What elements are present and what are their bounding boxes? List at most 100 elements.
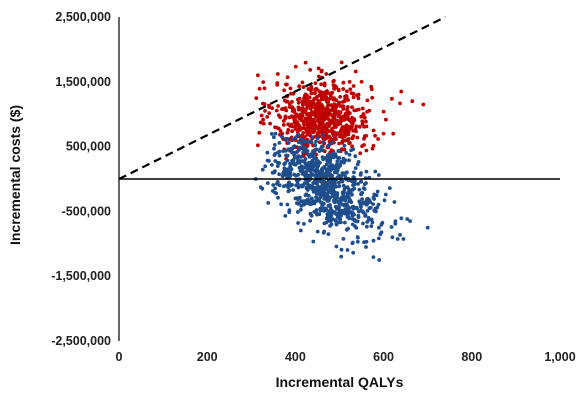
- scatter-point: [353, 166, 358, 171]
- scatter-point: [298, 195, 302, 200]
- scatter-point: [324, 72, 329, 76]
- scatter-point: [344, 123, 349, 128]
- scatter-point: [337, 184, 342, 189]
- scatter-point: [371, 195, 376, 200]
- scatter-point: [301, 106, 305, 111]
- scatter-point: [296, 185, 301, 190]
- scatter-point: [340, 160, 344, 164]
- scatter-point: [333, 181, 337, 185]
- scatter-point: [324, 95, 329, 99]
- scatter-point: [301, 85, 306, 89]
- scatter-point: [330, 127, 334, 131]
- scatter-point: [306, 184, 311, 189]
- scatter-point: [319, 68, 324, 73]
- scatter-point: [308, 211, 313, 216]
- scatter-point: [344, 202, 349, 207]
- scatter-point: [358, 173, 363, 177]
- scatter-point: [359, 179, 364, 184]
- scatter-point: [299, 126, 304, 130]
- scatter-point: [313, 81, 318, 85]
- scatter-point: [321, 185, 325, 190]
- scatter-point: [351, 250, 356, 255]
- scatter-point: [341, 208, 346, 213]
- scatter-point: [305, 132, 310, 137]
- scatter-point: [334, 184, 338, 189]
- scatter-point: [389, 225, 394, 229]
- scatter-point: [345, 185, 350, 190]
- scatter-point: [324, 133, 328, 138]
- scatter-point: [379, 222, 384, 227]
- scatter-point: [280, 107, 284, 111]
- scatter-point: [350, 213, 355, 218]
- scatter-point: [326, 100, 330, 104]
- scatter-point: [303, 60, 308, 65]
- scatter-point: [336, 110, 341, 114]
- scatter-point: [322, 197, 327, 201]
- scatter-point: [272, 153, 277, 158]
- scatter-point: [270, 106, 274, 110]
- scatter-point: [314, 113, 318, 118]
- scatter-point: [376, 173, 381, 177]
- scatter-point: [331, 155, 336, 160]
- scatter-point: [267, 111, 272, 115]
- scatter-point: [314, 86, 319, 91]
- scatter-point: [341, 106, 346, 111]
- scatter-point: [347, 158, 351, 163]
- scatter-point: [260, 186, 265, 191]
- scatter-point: [351, 175, 356, 180]
- scatter-point: [320, 133, 325, 138]
- scatter-point: [398, 233, 402, 237]
- scatter-point: [350, 105, 354, 110]
- scatter-point: [383, 192, 388, 197]
- scatter-point: [326, 214, 331, 219]
- scatter-point: [284, 148, 288, 153]
- scatter-point: [355, 135, 360, 140]
- scatter-point: [325, 158, 330, 163]
- scatter-point: [364, 224, 369, 229]
- scatter-point: [360, 190, 365, 195]
- scatter-point: [341, 125, 346, 130]
- scatter-point: [310, 103, 315, 108]
- scatter-point: [322, 173, 326, 177]
- scatter-point: [285, 202, 290, 207]
- scatter-point: [384, 117, 388, 122]
- scatter-point: [349, 118, 354, 123]
- scatter-point: [365, 109, 369, 114]
- scatter-point: [285, 75, 290, 80]
- scatter-point: [288, 105, 292, 109]
- scatter-point: [314, 195, 319, 200]
- scatter-point: [338, 198, 343, 203]
- scatter-point: [303, 92, 308, 97]
- x-tick-label: 600: [373, 350, 394, 364]
- scatter-point: [350, 192, 354, 197]
- scatter-point: [371, 143, 376, 148]
- scatter-point: [284, 153, 288, 158]
- scatter-point: [289, 122, 294, 127]
- x-tick-label: 200: [197, 350, 218, 364]
- scatter-point: [364, 124, 369, 129]
- scatter-point: [352, 217, 356, 222]
- scatter-point: [288, 86, 293, 91]
- scatter-point: [309, 172, 314, 176]
- scatter-point: [276, 150, 280, 155]
- scatter-point: [341, 80, 346, 85]
- scatter-point: [364, 148, 369, 153]
- scatter-point: [293, 196, 298, 201]
- scatter-point: [292, 109, 296, 114]
- scatter-point: [293, 64, 298, 69]
- scatter-point: [322, 229, 327, 234]
- scatter-point: [275, 125, 279, 130]
- scatter-point: [369, 217, 374, 222]
- y-tick-label: 2,500,000: [55, 10, 111, 24]
- scatter-point: [321, 97, 326, 102]
- scatter-point: [285, 130, 290, 135]
- y-tick-label: -1,500,000: [51, 269, 111, 283]
- scatter-point: [377, 225, 381, 230]
- scatter-point: [282, 166, 287, 171]
- scatter-point: [282, 88, 286, 93]
- scatter-point: [282, 162, 287, 167]
- scatter-point: [326, 232, 331, 237]
- scatter-point: [300, 159, 305, 163]
- scatter-point: [276, 104, 280, 108]
- scatter-point: [361, 221, 365, 226]
